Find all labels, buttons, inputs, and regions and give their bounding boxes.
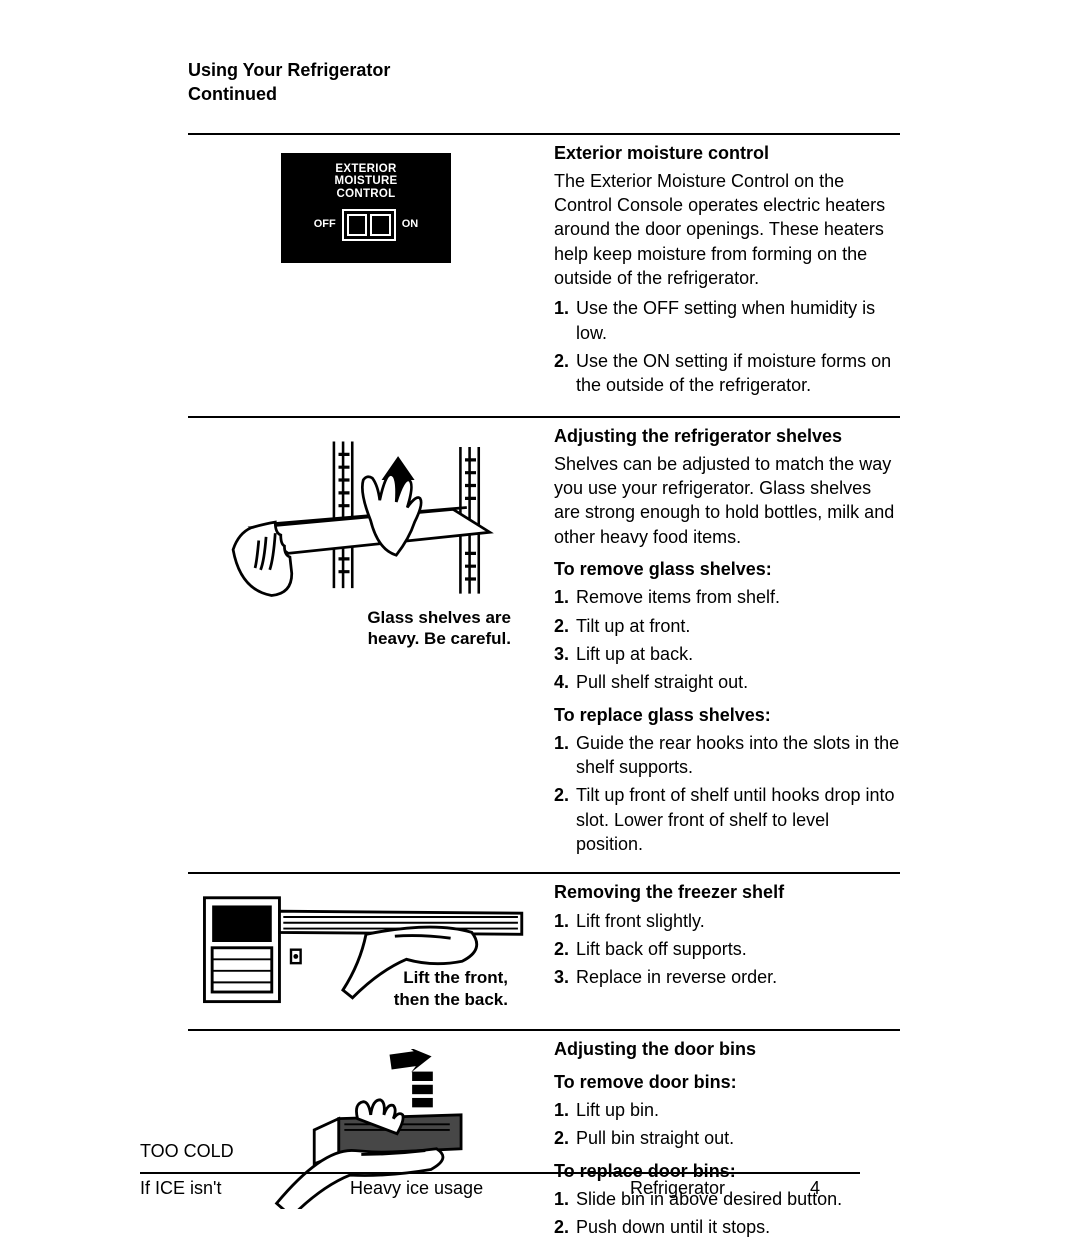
s3-caption2: then the back. xyxy=(394,989,508,1010)
list-item: 1.Remove items from shelf. xyxy=(554,585,900,609)
list-item: 1.Lift front slightly. xyxy=(554,909,900,933)
list-item: 2.Tilt up at front. xyxy=(554,614,900,638)
s2-list1: 1.Remove items from shelf. 2.Tilt up at … xyxy=(554,585,900,694)
on-label: ON xyxy=(402,217,419,232)
illustration-moisture-control: EXTERIOR MOISTURE CONTROL OFF ON xyxy=(188,141,544,402)
s2-caption1: Glass shelves are xyxy=(201,607,511,628)
list-item: 1.Guide the rear hooks into the slots in… xyxy=(554,731,900,780)
footer-c1: If ICE isn't xyxy=(140,1176,350,1200)
s3-heading: Removing the freezer shelf xyxy=(554,880,900,904)
section-freezer-shelf: Lift the front, then the back. Removing … xyxy=(188,872,900,1017)
page-header: Using Your Refrigerator Continued xyxy=(188,58,900,107)
list-item: 2.Lift back off supports. xyxy=(554,937,900,961)
page-footer: TOO COLD If ICE isn't Heavy ice usage Re… xyxy=(140,1139,860,1200)
page: Using Your Refrigerator Continued EXTERI… xyxy=(0,0,1080,1230)
s1-heading: Exterior moisture control xyxy=(554,141,900,165)
list-item: 3.Lift up at back. xyxy=(554,642,900,666)
section-adjusting-shelves: Glass shelves are heavy. Be careful. Adj… xyxy=(188,416,900,861)
footer-top: TOO COLD xyxy=(140,1139,860,1163)
header-line2: Continued xyxy=(188,82,900,106)
list-item: 4.Pull shelf straight out. xyxy=(554,670,900,694)
s3-list: 1.Lift front slightly. 2.Lift back off s… xyxy=(554,909,900,990)
s2-heading: Adjusting the refrigerator shelves xyxy=(554,424,900,448)
footer-page: 4 xyxy=(810,1176,820,1200)
list-item: 2.Push down until it stops. xyxy=(554,1215,900,1239)
list-item: 2.Tilt up front of shelf until hooks dro… xyxy=(554,783,900,856)
list-item: 2.Use the ON setting if moisture forms o… xyxy=(554,349,900,398)
header-line1: Using Your Refrigerator xyxy=(188,58,900,82)
shelf-tilt-icon xyxy=(201,436,531,601)
moisture-control-panel-graphic: EXTERIOR MOISTURE CONTROL OFF ON xyxy=(281,153,451,263)
list-item: 1.Use the OFF setting when humidity is l… xyxy=(554,296,900,345)
s4-heading: Adjusting the door bins xyxy=(554,1037,900,1061)
off-label: OFF xyxy=(314,217,336,232)
footer-c3: Refrigerator xyxy=(630,1176,810,1200)
illustration-glass-shelf: Glass shelves are heavy. Be careful. xyxy=(188,424,544,861)
s2-caption2: heavy. Be careful. xyxy=(201,628,511,649)
switch-icon xyxy=(342,209,396,241)
s3-caption1: Lift the front, xyxy=(394,967,508,988)
s1-para: The Exterior Moisture Control on the Con… xyxy=(554,169,900,290)
s2-para: Shelves can be adjusted to match the way… xyxy=(554,452,900,549)
section-door-bins: Adjusting the door bins To remove door b… xyxy=(188,1029,900,1243)
s2-sub1: To remove glass shelves: xyxy=(554,557,900,581)
section-exterior-moisture: EXTERIOR MOISTURE CONTROL OFF ON Exterio… xyxy=(188,133,900,402)
s2-sub2: To replace glass shelves: xyxy=(554,703,900,727)
s2-list2: 1.Guide the rear hooks into the slots in… xyxy=(554,731,900,856)
illustration-freezer-shelf: Lift the front, then the back. xyxy=(188,880,544,1017)
s1-list: 1.Use the OFF setting when humidity is l… xyxy=(554,296,900,397)
footer-c2: Heavy ice usage xyxy=(350,1176,630,1200)
s4-sub1: To remove door bins: xyxy=(554,1070,900,1094)
list-item: 3.Replace in reverse order. xyxy=(554,965,900,989)
list-item: 1.Lift up bin. xyxy=(554,1098,900,1122)
